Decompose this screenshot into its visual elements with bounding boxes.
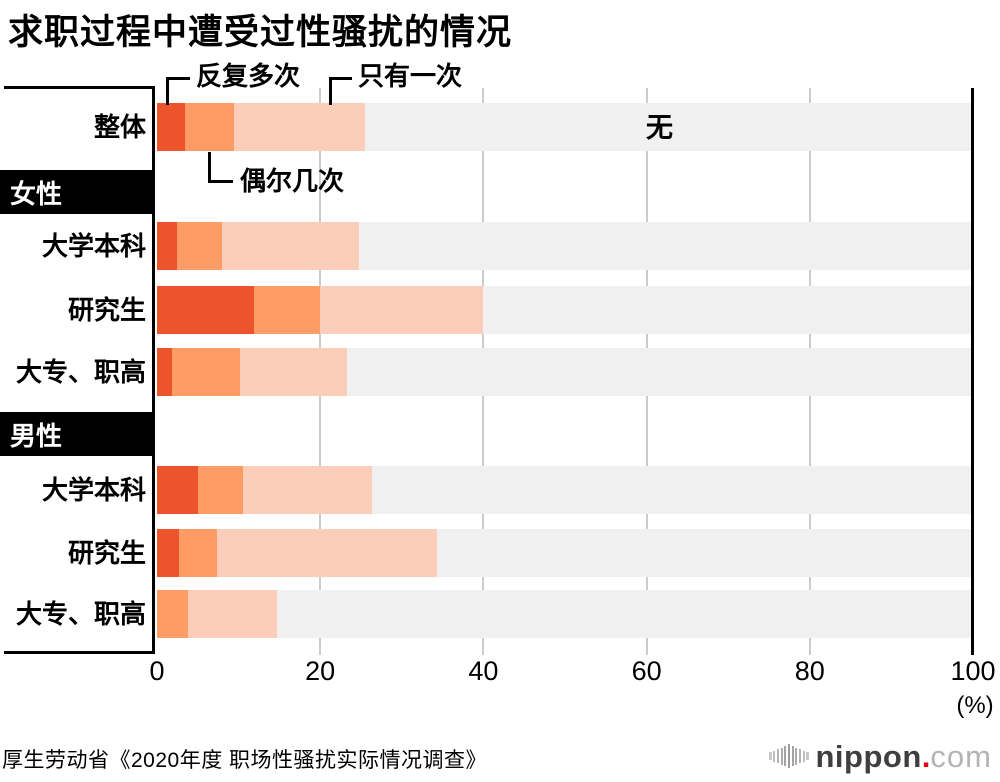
- x-tick-label-60: 60: [631, 656, 662, 686]
- x-tick-label-100: 100: [950, 656, 996, 686]
- logo-bar: [773, 750, 776, 762]
- callout-line-once-h: [329, 77, 352, 80]
- callout-line-repeated: [166, 77, 169, 105]
- logo-tld: com: [930, 738, 992, 774]
- nippon-logo-icon: [769, 740, 809, 772]
- legend-none: 无: [646, 113, 673, 143]
- bar-segment-sometimes: [171, 348, 241, 396]
- logo-bar: [802, 750, 805, 762]
- x-tick-label-0: 0: [149, 656, 165, 686]
- logo-bar: [784, 746, 787, 766]
- chart-title: 求职过程中遭受过性骚扰的情况: [8, 13, 513, 52]
- bar-segment-repeated: [157, 348, 172, 396]
- bar-segment-repeated: [157, 466, 198, 514]
- bar-segment-once: [240, 348, 348, 396]
- logo-bar: [776, 749, 779, 763]
- callout-line-sometimes-h: [208, 180, 233, 183]
- section-header-女性: 女性: [0, 170, 155, 214]
- row-label: 研究生: [67, 538, 146, 568]
- logo-dot: .: [921, 738, 931, 774]
- bar-row: [157, 103, 973, 151]
- logo-bar: [798, 749, 802, 763]
- axis-tick-60: [645, 647, 648, 655]
- axis-tick-40: [482, 647, 485, 655]
- callout-line-once: [329, 77, 332, 105]
- legend-once: 只有一次: [358, 61, 463, 91]
- axis-tick-100: [971, 647, 974, 655]
- bar-segment-repeated: [157, 286, 255, 334]
- bar-segment-sometimes: [254, 286, 321, 334]
- bar-segment-repeated: [157, 529, 180, 577]
- row-label: 大学本科: [41, 475, 146, 505]
- bar-row: [157, 466, 973, 514]
- axis-line-100: [971, 88, 974, 647]
- row-label: 大专、职高: [15, 599, 146, 629]
- bar-segment-once: [242, 466, 372, 514]
- bar-segment-sometimes: [179, 529, 217, 577]
- legend-sometimes: 偶尔几次: [240, 166, 345, 196]
- logo-bar: [769, 752, 772, 760]
- row-label: 大学本科: [41, 231, 146, 261]
- bar-row: [157, 348, 973, 396]
- bar-segment-repeated: [157, 103, 185, 151]
- logo-bar: [787, 744, 791, 768]
- x-tick-label-40: 40: [468, 656, 499, 686]
- category-label-frame: [4, 86, 155, 654]
- source-note: 厚生劳动省《2020年度 职场性骚扰实际情况调查》: [2, 749, 488, 772]
- logo-bar: [806, 752, 809, 760]
- bar-segment-sometimes: [176, 222, 223, 270]
- x-tick-label-20: 20: [305, 656, 336, 686]
- axis-tick-80: [808, 647, 811, 655]
- logo-name: nippon: [815, 738, 922, 774]
- bar-segment-sometimes: [197, 466, 243, 514]
- axis-tick-20: [319, 647, 322, 655]
- row-label: 研究生: [67, 295, 146, 325]
- bar-segment-sometimes: [184, 103, 234, 151]
- logo-bar: [780, 747, 783, 765]
- bar-row: [157, 529, 973, 577]
- plot-area: [157, 88, 974, 655]
- bar-segment-once: [233, 103, 366, 151]
- bar-segment-once: [216, 529, 437, 577]
- row-label: 大专、职高: [15, 357, 146, 387]
- bar-row: [157, 590, 973, 638]
- bar-segment-repeated: [157, 222, 177, 270]
- bar-segment-once: [188, 590, 277, 638]
- row-label: 整体: [93, 112, 146, 142]
- nippon-logo-text: nippon.com: [816, 741, 993, 772]
- logo-bar: [795, 747, 798, 765]
- legend-repeated: 反复多次: [196, 61, 301, 91]
- axis-unit-label: (%): [956, 692, 994, 719]
- logo-bar: [791, 746, 794, 766]
- nippon-logo: nippon.com: [769, 740, 992, 772]
- bar-row: [157, 222, 973, 270]
- bar-segment-once: [320, 286, 484, 334]
- bar-segment-sometimes: [157, 590, 188, 638]
- bar-segment-once: [222, 222, 359, 270]
- x-tick-label-80: 80: [794, 656, 825, 686]
- callout-line-repeated-h: [166, 77, 190, 80]
- bar-row: [157, 286, 973, 334]
- callout-line-sometimes: [208, 152, 211, 183]
- section-header-男性: 男性: [0, 412, 155, 456]
